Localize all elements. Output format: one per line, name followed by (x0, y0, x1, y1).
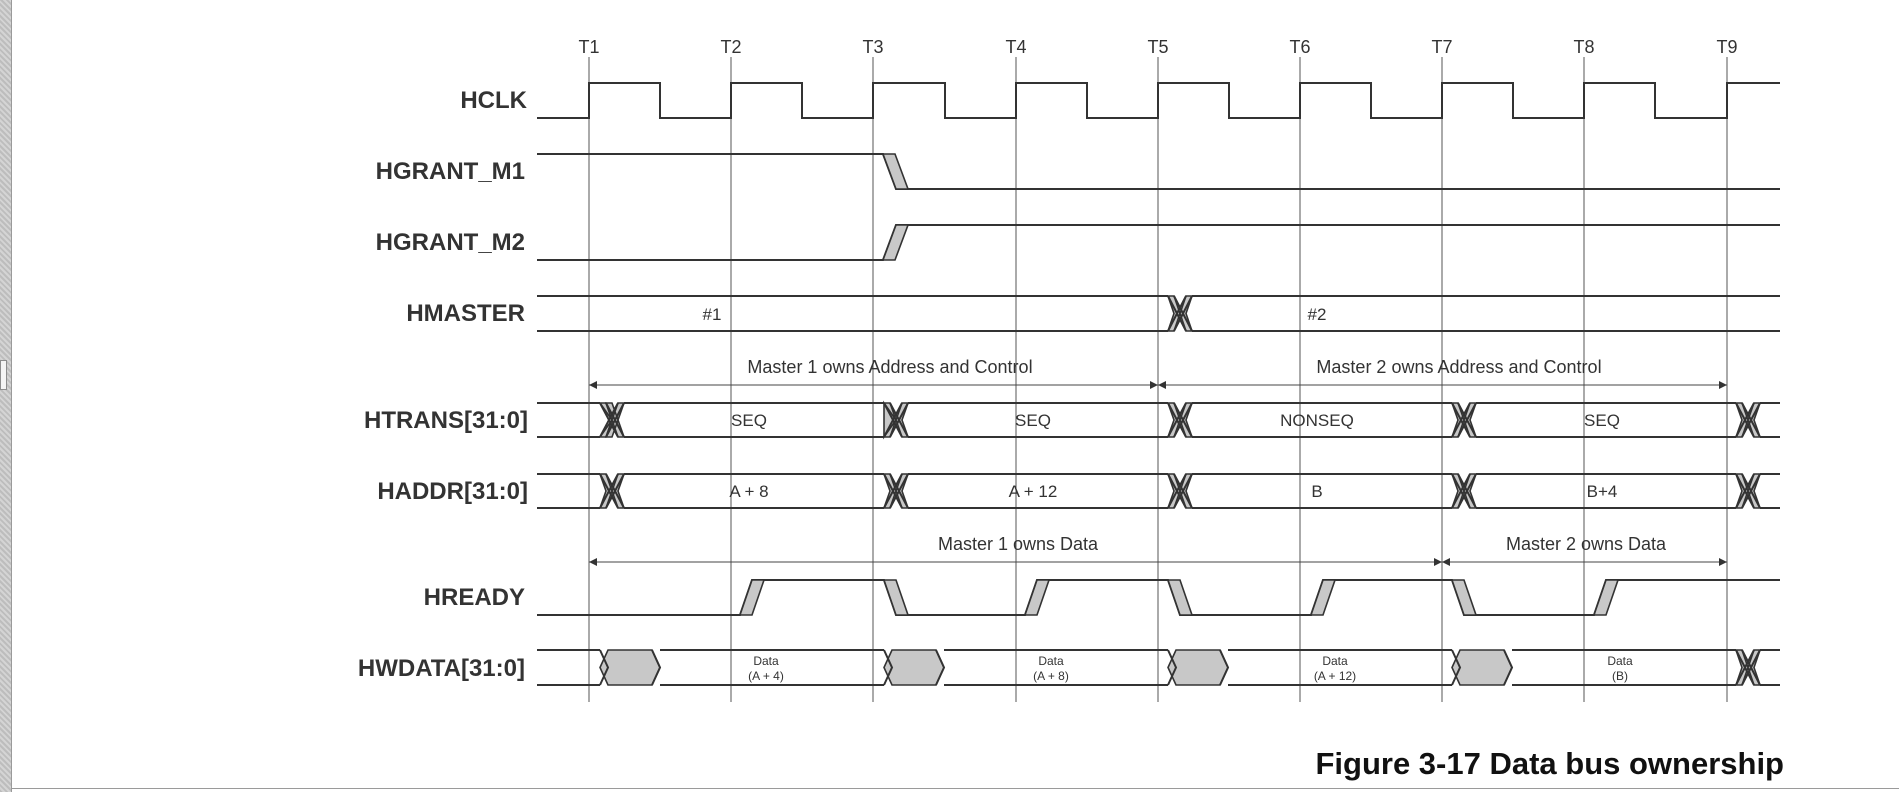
hwdata-value-4-line1: Data (1607, 654, 1633, 668)
signal-label-haddr: HADDR[31:0] (377, 478, 528, 505)
tick-label-t9: T9 (1716, 37, 1737, 57)
signal-label-hclk: HCLK (460, 87, 527, 114)
clock-gridlines (588, 57, 1728, 702)
annotation-m1-address: Master 1 owns Address and Control (747, 357, 1032, 377)
signal-label-hwdata: HWDATA[31:0] (358, 655, 525, 682)
hmaster-value-2: #2 (1308, 305, 1327, 324)
htrans-value-3: NONSEQ (1280, 411, 1354, 430)
tick-label-t6: T6 (1289, 37, 1310, 57)
page-bottom-border (11, 788, 1899, 789)
hwdata-value-1-line1: Data (753, 654, 779, 668)
resize-handle[interactable] (0, 360, 7, 390)
hwdata-value-2-line2: (A + 8) (1033, 669, 1069, 683)
window-left-edge (0, 0, 12, 792)
tick-label-t5: T5 (1147, 37, 1168, 57)
haddr-value-2: A + 12 (1009, 482, 1058, 501)
tick-label-t2: T2 (720, 37, 741, 57)
hmaster-bus: #1 #2 (537, 295, 1780, 332)
haddr-bus: A + 8 A + 12 B B+4 (537, 473, 1780, 509)
hgrant-m1-waveform (537, 153, 1780, 190)
tick-label-t8: T8 (1573, 37, 1594, 57)
tick-label-t1: T1 (578, 37, 599, 57)
haddr-value-4: B+4 (1587, 482, 1618, 501)
clock-tick-labels: T1 T2 T3 T4 T5 T6 T7 T8 T9 (578, 37, 1737, 57)
signal-label-hmaster: HMASTER (406, 300, 525, 327)
annotation-m2-data: Master 2 owns Data (1506, 534, 1667, 554)
haddr-value-1: A + 8 (729, 482, 768, 501)
signal-label-hready: HREADY (424, 584, 525, 611)
address-ownership-annotation: Master 1 owns Address and Control Master… (589, 357, 1727, 389)
signal-label-hgrant-m1: HGRANT_M1 (376, 158, 525, 185)
annotation-m2-address: Master 2 owns Address and Control (1316, 357, 1601, 377)
hwdata-value-2-line1: Data (1038, 654, 1064, 668)
signal-label-htrans: HTRANS[31:0] (364, 407, 528, 434)
htrans-value-1: SEQ (731, 411, 767, 430)
hwdata-bus: Data (A + 4) Data (A + 8) Data (A + 12) … (537, 649, 1780, 686)
figure-caption: Figure 3-17 Data bus ownership (1315, 746, 1784, 781)
signal-label-hgrant-m2: HGRANT_M2 (376, 229, 525, 256)
hclk-waveform (537, 82, 1780, 119)
hmaster-value-1: #1 (703, 305, 722, 324)
htrans-value-2: SEQ (1015, 411, 1051, 430)
signal-labels: HCLK HGRANT_M1 HGRANT_M2 HMASTER HTRANS[… (358, 87, 528, 682)
htrans-value-4: SEQ (1584, 411, 1620, 430)
tick-label-t7: T7 (1431, 37, 1452, 57)
tick-label-t3: T3 (862, 37, 883, 57)
hwdata-value-1-line2: (A + 4) (748, 669, 784, 683)
hwdata-value-3-line2: (A + 12) (1314, 669, 1356, 683)
annotation-m1-data: Master 1 owns Data (938, 534, 1099, 554)
hwdata-value-3-line1: Data (1322, 654, 1348, 668)
tick-label-t4: T4 (1005, 37, 1026, 57)
haddr-value-3: B (1311, 482, 1322, 501)
hgrant-m2-waveform (537, 224, 1780, 261)
hready-waveform (537, 579, 1780, 616)
hwdata-value-4-line2: (B) (1612, 669, 1628, 683)
htrans-bus: SEQ SEQ NONSEQ SEQ (537, 400, 1780, 440)
data-ownership-annotation: Master 1 owns Data Master 2 owns Data (589, 534, 1727, 566)
